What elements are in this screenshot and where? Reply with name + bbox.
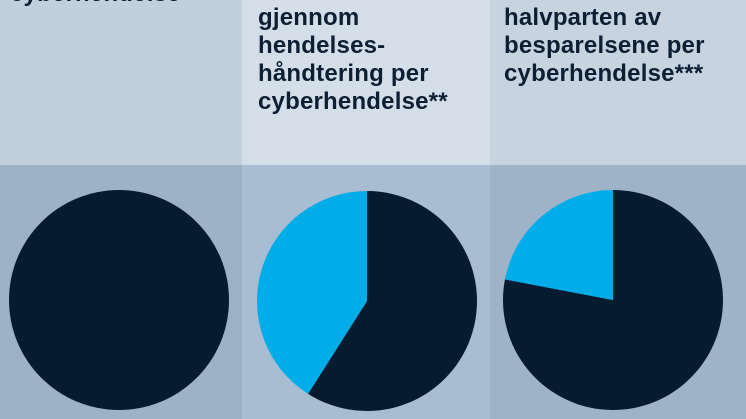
panel-3-header: halvparten av besparelsene per cyberhend… — [490, 0, 746, 165]
pie-chart-3 — [503, 190, 724, 410]
panel-3-chart-area — [490, 165, 746, 419]
panel-1-header: cyberhendelse — [0, 0, 242, 165]
panel-1-label: cyberhendelse — [10, 0, 234, 8]
panel-2-chart-area — [242, 165, 490, 419]
panel-1-chart-area — [0, 165, 242, 419]
pie-chart-1 — [9, 190, 229, 410]
pie-2-slice-1 — [308, 191, 477, 411]
panel-2-header: gjennom hendelses- håndtering per cyberh… — [242, 0, 490, 165]
pie-3-slice-2 — [504, 190, 613, 300]
panel-2-label: gjennom hendelses- håndtering per cyberh… — [258, 4, 448, 115]
pie-2-slice-2 — [256, 191, 367, 394]
pie-3-slice-1 — [503, 190, 724, 410]
panel-2: gjennom hendelses- håndtering per cyberh… — [242, 0, 490, 419]
pie-chart-2 — [256, 191, 477, 411]
panel-3: halvparten av besparelsene per cyberhend… — [490, 0, 746, 419]
pie-1-slice-1 — [9, 190, 229, 410]
panel-3-label: halvparten av besparelsene per cyberhend… — [504, 4, 705, 87]
panel-1: cyberhendelse — [0, 0, 242, 419]
